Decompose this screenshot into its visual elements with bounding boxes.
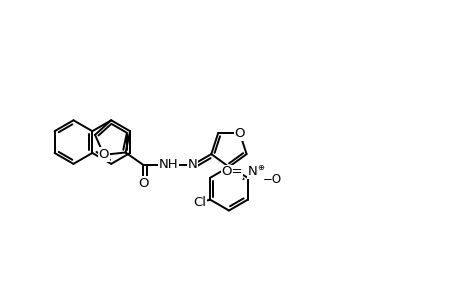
Text: NH: NH [158, 158, 178, 172]
Text: O: O [234, 127, 245, 140]
Text: N: N [187, 158, 197, 172]
Text: N: N [247, 165, 257, 178]
Text: −O: −O [262, 173, 281, 186]
Text: Cl: Cl [193, 196, 206, 208]
Text: O: O [138, 177, 148, 190]
Text: ⊕: ⊕ [257, 164, 263, 172]
Text: O=: O= [221, 165, 242, 178]
Text: O: O [98, 148, 109, 161]
